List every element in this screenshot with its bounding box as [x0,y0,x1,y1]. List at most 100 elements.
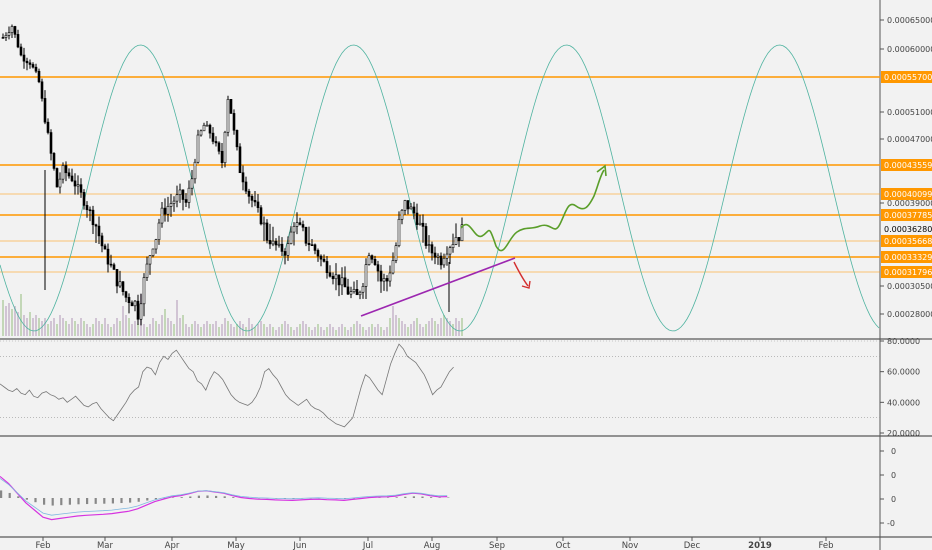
volume-bar [281,324,283,336]
volume-bar [38,318,40,336]
candle-body [253,200,257,203]
candle-body [397,218,401,246]
candle-body [271,240,275,245]
candle-body [388,272,392,282]
volume-bar [227,321,229,336]
candle-body [61,165,65,180]
candle-body [277,243,281,246]
projection-arrowhead [596,164,607,177]
volume-bar [272,327,274,336]
volume-bar [56,324,58,336]
volume-bar [179,318,181,336]
volume-bar [449,321,451,336]
candle-body [112,264,116,270]
volume-bar [128,318,130,336]
volume-bar [170,321,172,336]
x-tick-label: Feb [35,541,50,550]
volume-bar [104,318,106,336]
volume-bar [320,327,322,336]
candle-body [64,165,68,174]
volume-bar [293,330,295,336]
candle-body [115,269,119,287]
momentum-histogram-bar [0,490,3,498]
candle-body [439,255,443,266]
volume-bar [245,327,247,336]
volume-bar [383,330,385,336]
x-tick-label: Feb [818,541,833,550]
volume-bar [251,324,253,336]
candle-body [370,255,374,260]
candle-body [148,255,152,265]
candle-body [202,124,206,132]
momentum-histogram-bar [94,498,97,504]
volume-bar [368,327,370,336]
candle-body [280,243,284,252]
y-tick-label: 0.00030500 [887,282,932,291]
volume-bar [239,321,241,336]
volume-bar [68,324,70,336]
volume-bar [44,318,46,336]
momentum-histogram-bar [8,492,11,498]
trendline [360,257,516,317]
candle-body [331,275,335,280]
candle-body [319,255,323,260]
volume-bar [371,324,373,336]
momentum-histogram-bar [60,498,63,506]
volume-bar [335,330,337,336]
candle-body [373,258,377,265]
volume-bar [101,324,103,336]
momentum-histogram-bar [180,497,183,498]
momentum-histogram-bar [395,497,398,498]
volume-bar [41,321,43,336]
volume-bar [77,324,79,336]
signal-line [0,478,448,516]
volume-bar [212,324,214,336]
volume-bar [302,321,304,336]
bearish-arrow [513,261,529,287]
momentum-line [0,475,448,521]
level-label-box [881,266,932,278]
momentum-histogram-bar [146,498,149,501]
momentum-histogram-bar [43,498,46,505]
candle-body [292,226,296,233]
candle-body [358,291,362,296]
momentum-histogram-bar [232,497,235,498]
y-tick-label: 40.0000 [887,398,920,407]
candle-body [22,54,26,62]
volume-bar [401,321,403,336]
volume-bar [311,330,313,336]
volume-bar [440,318,442,336]
candle-body [94,224,98,227]
volume-bar [410,324,412,336]
y-tick-label: 0.00051000 [887,108,932,117]
volume-bar [296,327,298,336]
candle-body [187,187,191,203]
volume-bar [350,327,352,336]
volume-bar [362,327,364,336]
y-tick-label: 0.00060000 [887,45,932,54]
candle-body [196,134,200,163]
candle-body [76,184,80,187]
candle-body [349,291,353,295]
momentum-histogram-bar [447,497,450,498]
volume-bar [8,303,10,336]
candle-body [10,26,14,33]
volume-bar [395,315,397,336]
momentum-panel[interactable] [0,437,880,537]
candle-body [385,278,389,282]
momentum-histogram-bar [189,496,192,498]
volume-bar [131,324,133,336]
price-panel[interactable] [0,0,880,338]
candle-body [43,98,47,123]
momentum-histogram-bar [206,495,209,498]
candle-body [451,244,455,248]
candle-body [46,121,50,133]
x-tick-label: Mar [97,541,114,550]
candle-body [355,289,359,296]
volume-bar [380,327,382,336]
volume-bar [317,324,319,336]
volume-bar [458,321,460,336]
volume-bar [398,318,400,336]
candle-body [415,212,419,225]
